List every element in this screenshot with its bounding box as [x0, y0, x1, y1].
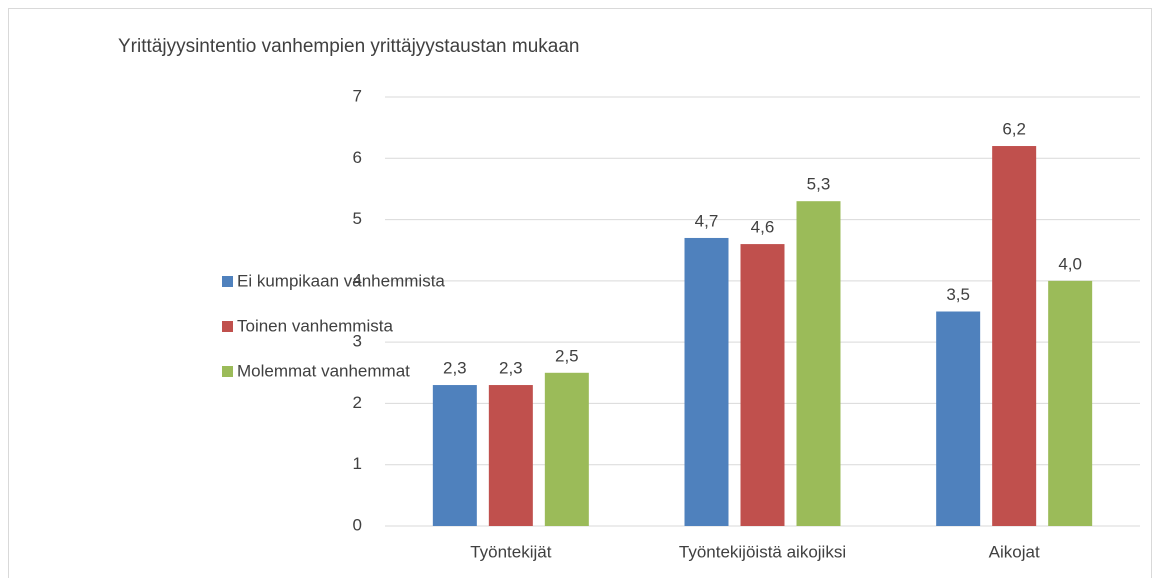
bar — [544, 372, 589, 526]
bar — [796, 201, 841, 526]
y-tick-label: 7 — [353, 86, 362, 105]
bar — [1048, 280, 1093, 526]
y-tick-label: 3 — [353, 332, 362, 351]
data-label: 5,3 — [807, 175, 831, 194]
bar — [740, 244, 785, 527]
y-tick-label: 0 — [353, 515, 362, 534]
x-tick-label: Työntekijöistä aikojiksi — [679, 542, 846, 561]
x-tick-label: Aikojat — [989, 542, 1040, 561]
data-label: 2,5 — [555, 346, 579, 365]
chart-title: Yrittäjyysintentio vanhempien yrittäjyys… — [118, 36, 580, 57]
y-tick-label: 4 — [353, 270, 362, 289]
legend-swatch — [222, 366, 233, 377]
legend-label: Toinen vanhemmista — [237, 316, 393, 335]
bar — [488, 385, 533, 526]
legend-swatch — [222, 276, 233, 287]
data-label: 2,3 — [499, 359, 523, 378]
data-label: 3,5 — [946, 285, 970, 304]
legend-label: Ei kumpikaan vanhemmista — [237, 271, 445, 290]
x-tick-label: Työntekijät — [470, 542, 552, 561]
bar — [936, 311, 981, 526]
data-label: 4,0 — [1058, 254, 1082, 273]
data-label: 2,3 — [443, 359, 467, 378]
bar — [432, 385, 477, 526]
data-label: 4,7 — [695, 211, 719, 230]
bar — [684, 237, 729, 526]
data-label: 6,2 — [1002, 120, 1026, 139]
bar — [992, 146, 1037, 526]
data-label: 4,6 — [751, 218, 775, 237]
y-tick-label: 5 — [353, 209, 362, 228]
y-tick-label: 2 — [353, 393, 362, 412]
y-tick-label: 1 — [353, 454, 362, 473]
legend-label: Molemmat vanhemmat — [237, 361, 410, 380]
legend-swatch — [222, 321, 233, 332]
y-tick-label: 6 — [353, 148, 362, 167]
